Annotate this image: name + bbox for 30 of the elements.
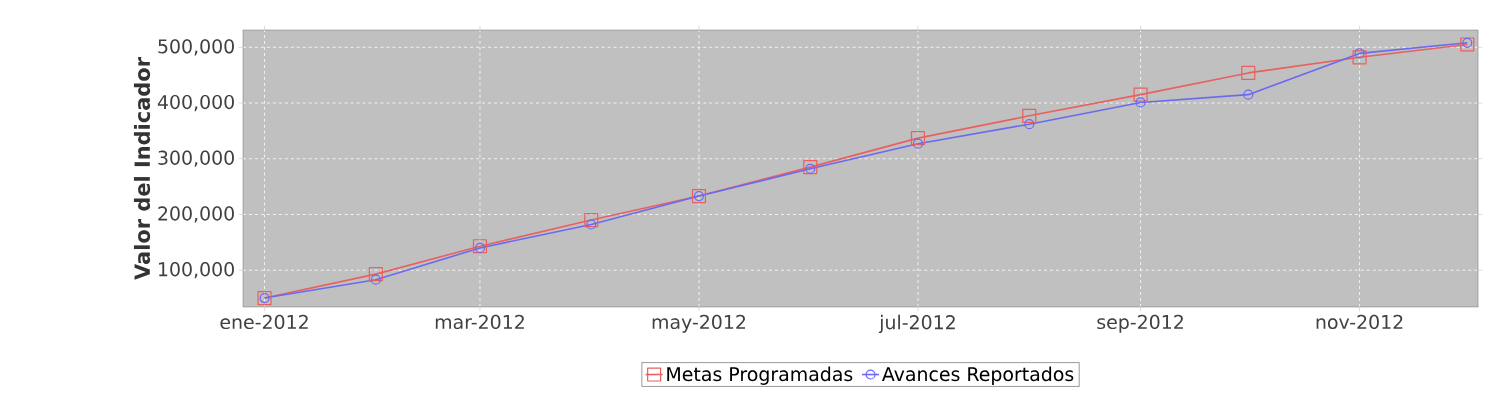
x-tick-label: nov-2012: [1316, 314, 1403, 330]
x-tick-label: ene-2012: [220, 314, 308, 330]
point: [1135, 97, 1146, 108]
point: [910, 131, 926, 146]
y-tick-label: 200,000: [158, 206, 234, 223]
point: [1462, 37, 1473, 48]
point: [368, 267, 383, 282]
y-tick-label: 500,000: [158, 39, 234, 56]
point: [1352, 50, 1367, 65]
point: [1022, 108, 1037, 123]
point: [1460, 37, 1475, 52]
y-axis-title: Valor del Indicador: [133, 57, 151, 280]
x-tick-label: may-2012: [652, 314, 746, 333]
point: [1354, 48, 1365, 59]
legend-label: Avances Reportados: [881, 366, 1074, 385]
x-tick-label: sep-2012: [1097, 314, 1183, 333]
point: [912, 138, 924, 149]
y-tick-label: 300,000: [158, 150, 234, 167]
legend-label: Metas Programadas: [667, 366, 853, 385]
y-tick-label: 100,000: [159, 262, 234, 279]
point: [1241, 65, 1256, 80]
point: [1024, 119, 1035, 130]
point: [586, 219, 597, 230]
x-tick-label: mar-2012: [435, 314, 524, 330]
point: [1243, 89, 1254, 100]
x-tick-label: jul-2012: [878, 314, 955, 334]
y-tick-label: 400,000: [157, 94, 234, 112]
point: [584, 212, 599, 228]
point: [1133, 87, 1148, 102]
point: [370, 274, 381, 285]
